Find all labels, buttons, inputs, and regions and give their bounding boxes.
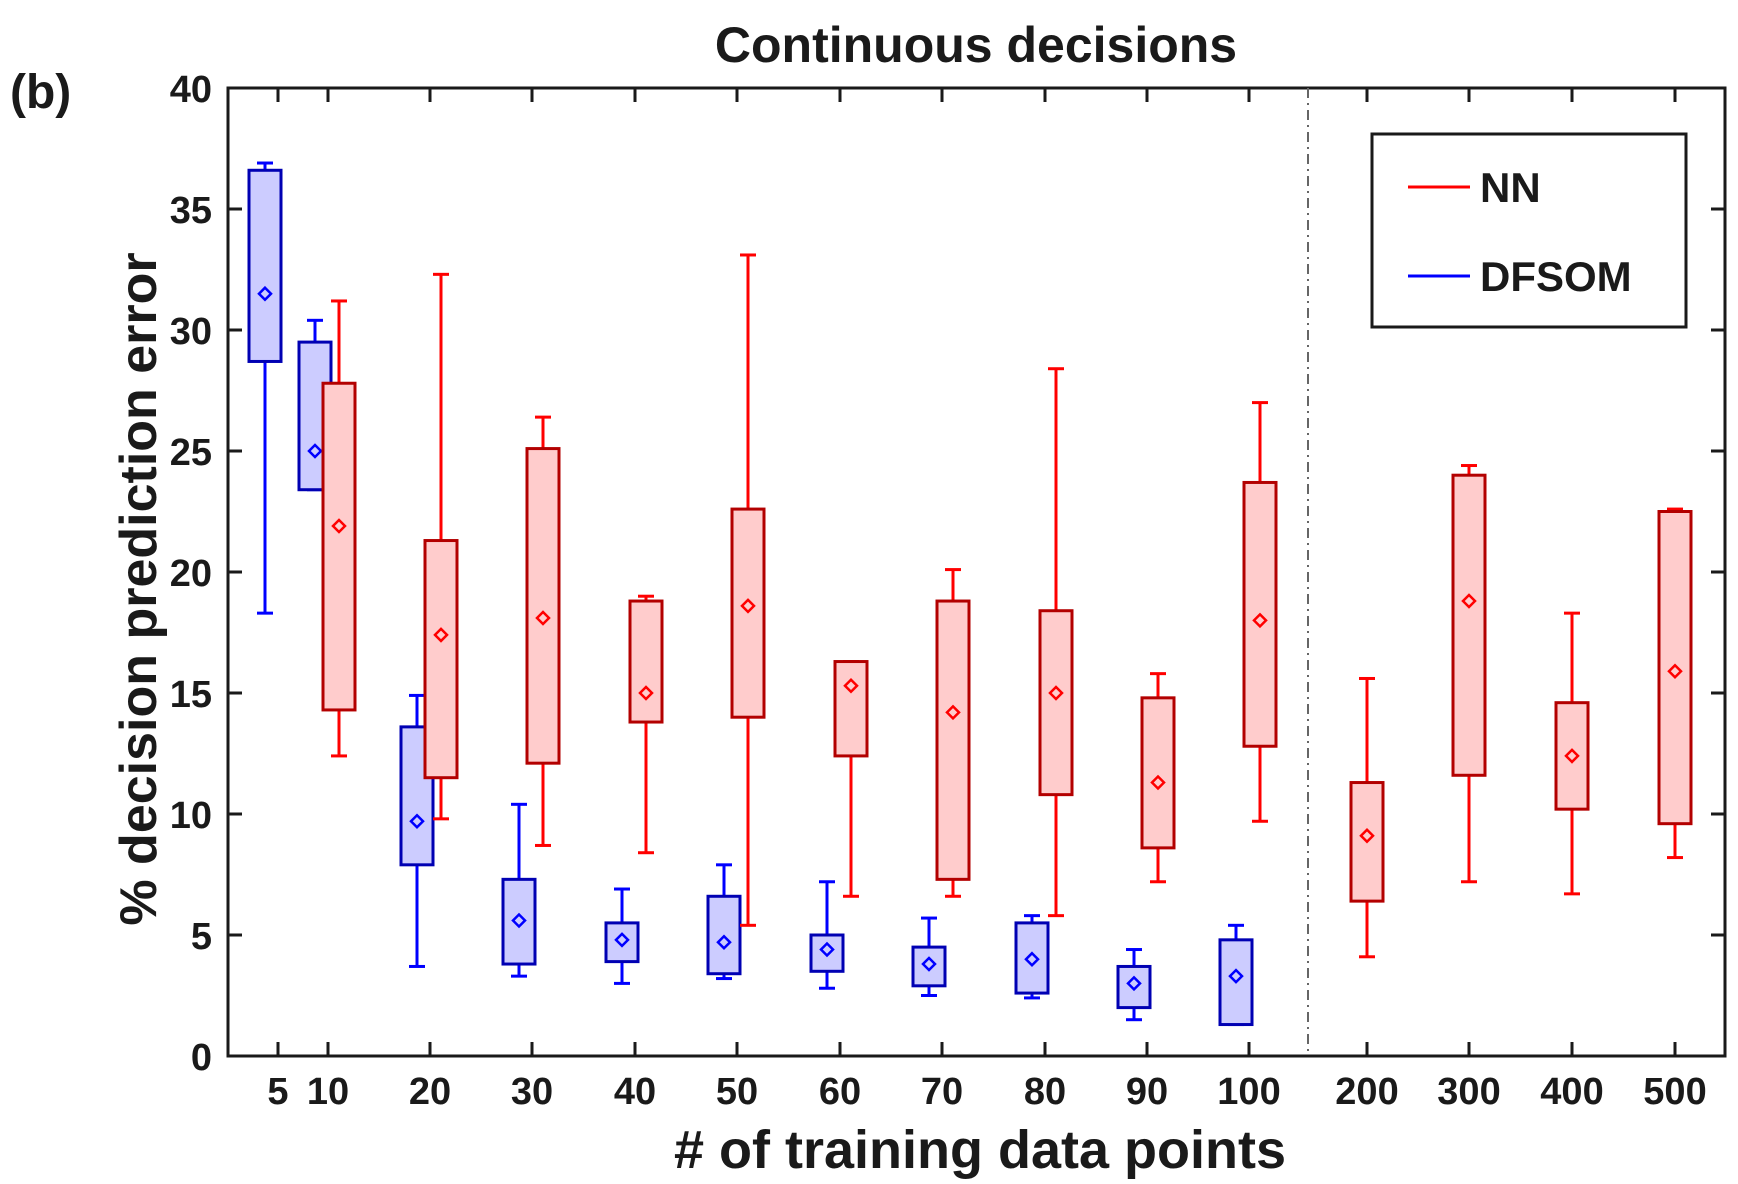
dfsom-mean-marker <box>307 443 323 459</box>
x-tick-label: 10 <box>307 1071 349 1113</box>
dfsom-box-30 <box>501 877 537 966</box>
nn-mean-marker <box>740 598 756 614</box>
dfsom-box-60 <box>809 933 845 973</box>
x-tick-label: 5 <box>267 1071 288 1113</box>
x-tick-label: 400 <box>1540 1071 1603 1113</box>
dfsom-box-90 <box>1116 964 1152 1010</box>
y-tick-label: 35 <box>170 190 212 232</box>
x-tick-label: 20 <box>409 1071 451 1113</box>
nn-mean-marker <box>945 704 961 721</box>
nn-box-80 <box>1038 609 1074 797</box>
dfsom-mean-marker <box>409 813 425 830</box>
dfsom-box-5 <box>247 168 283 363</box>
nn-mean-marker <box>535 610 551 626</box>
dfsom-mean-marker <box>614 932 630 948</box>
y-tick-label: 20 <box>170 553 212 595</box>
legend: NN DFSOM <box>1370 132 1688 329</box>
y-tick-label: 30 <box>170 311 212 353</box>
x-tick-label: 300 <box>1437 1071 1500 1113</box>
nn-box-400 <box>1554 701 1590 811</box>
x-tick-label: 100 <box>1217 1071 1280 1113</box>
nn-box-70 <box>935 599 971 881</box>
x-axis-label: # of training data points <box>674 1120 1286 1180</box>
legend-box <box>1370 132 1688 329</box>
x-tick-label: 80 <box>1024 1071 1066 1113</box>
nn-box-500 <box>1657 510 1693 826</box>
nn-box-20 <box>423 539 459 780</box>
y-tick-label: 40 <box>170 69 212 111</box>
dfsom-box-70 <box>911 945 947 988</box>
nn-mean-marker <box>843 677 859 694</box>
dfsom-mean-marker <box>819 941 835 958</box>
y-tick-label: 15 <box>170 674 212 716</box>
x-tick-label: 200 <box>1335 1071 1398 1113</box>
y-tick-label: 0 <box>191 1037 212 1079</box>
y-axis-label: % decision prediction error <box>110 252 168 925</box>
nn-box-90 <box>1140 696 1176 850</box>
nn-box-40 <box>628 599 664 724</box>
dfsom-mean-marker <box>1126 975 1142 992</box>
chart-title: Continuous decisions <box>715 17 1237 73</box>
nn-mean-marker <box>1150 774 1166 791</box>
y-tick-label: 5 <box>191 916 212 958</box>
nn-box-300 <box>1451 473 1487 777</box>
nn-mean-marker <box>331 518 347 534</box>
x-tick-label: 40 <box>614 1071 656 1113</box>
nn-box-60 <box>833 660 869 758</box>
x-tick-label: 70 <box>921 1071 963 1113</box>
dfsom-mean-marker <box>1024 951 1040 967</box>
dfsom-mean-marker <box>1228 968 1244 984</box>
nn-mean-marker <box>1359 828 1375 844</box>
dfsom-mean-marker <box>716 934 732 951</box>
nn-mean-marker <box>433 627 449 643</box>
legend-nn-label: NN <box>1480 164 1541 211</box>
nn-mean-marker <box>1252 612 1268 629</box>
x-tick-label: 500 <box>1643 1071 1706 1113</box>
dfsom-mean-marker <box>257 285 273 302</box>
dfsom-box-40 <box>604 921 640 964</box>
dfsom-mean-marker <box>921 956 937 972</box>
legend-dfsom-label: DFSOM <box>1480 253 1632 300</box>
nn-mean-marker <box>1461 593 1477 609</box>
nn-box-10 <box>321 381 357 712</box>
x-tick-label: 50 <box>716 1071 758 1113</box>
dfsom-box-80 <box>1014 921 1050 995</box>
nn-mean-marker <box>1048 685 1064 701</box>
x-tick-label: 60 <box>819 1071 861 1113</box>
dfsom-mean-marker <box>511 912 527 929</box>
x-tick-label: 90 <box>1126 1071 1168 1113</box>
y-tick-label: 25 <box>170 432 212 474</box>
nn-mean-marker <box>638 685 654 701</box>
x-tick-label: 30 <box>511 1071 553 1113</box>
nn-mean-marker <box>1667 663 1683 679</box>
nn-box-30 <box>525 447 561 765</box>
y-tick-label: 10 <box>170 795 212 837</box>
plot-area: 0 5 10 15 20 25 30 35 40 5 10 20 30 40 50 60 70 80 90 100 20… <box>170 69 1727 1113</box>
nn-mean-marker <box>1564 748 1580 764</box>
panel-label: (b) <box>10 66 71 119</box>
